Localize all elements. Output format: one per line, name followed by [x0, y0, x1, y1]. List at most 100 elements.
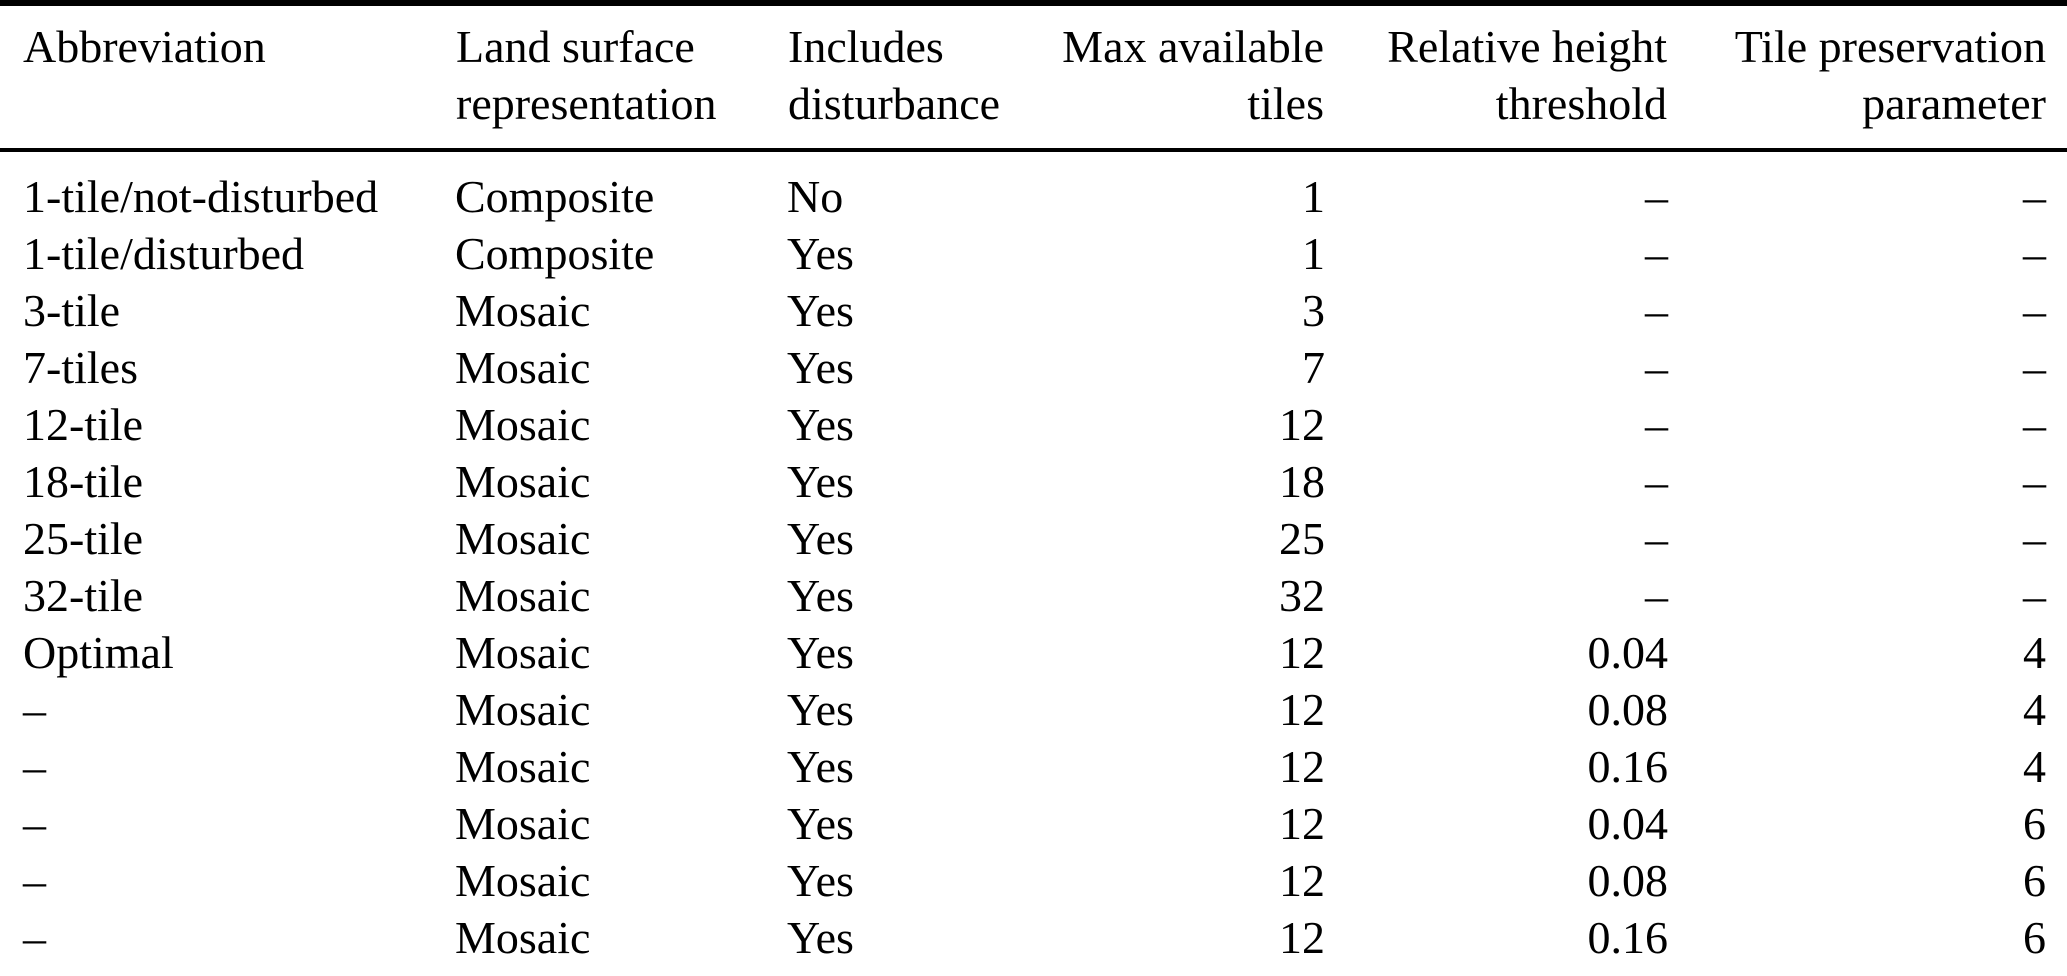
cell-tile-preservation-parameter: – [2023, 456, 2046, 507]
cell-relative-height-threshold: 0.16 [1587, 912, 1669, 963]
cell-includes-disturbance: No [787, 171, 844, 222]
cell-includes-disturbance: Yes [787, 684, 854, 735]
cell-max-available-tiles: 7 [1302, 342, 1325, 393]
cell-includes-disturbance: Yes [787, 627, 854, 678]
cell-relative-height-threshold: 0.08 [1587, 855, 1669, 906]
cell-includes-disturbance: Yes [787, 912, 854, 963]
cell-abbreviation: – [23, 741, 46, 792]
cell-max-available-tiles: 12 [1279, 912, 1325, 963]
cell-relative-height-threshold: 0.16 [1587, 741, 1669, 792]
cell-tile-preservation-parameter: – [2023, 228, 2046, 279]
table-row: Optimal Mosaic Yes 12 0.04 4 [0, 624, 2067, 681]
cell-max-available-tiles: 12 [1279, 399, 1325, 450]
cell-tile-preservation-parameter: 6 [2023, 912, 2046, 963]
cell-relative-height-threshold: – [1645, 285, 1668, 336]
cell-relative-height-threshold: – [1645, 228, 1668, 279]
cell-abbreviation: 32-tile [23, 570, 144, 621]
cell-includes-disturbance: Yes [787, 342, 854, 393]
column-header-line2: disturbance [788, 78, 1001, 129]
table-header: Abbreviation Land surface representation In… [0, 3, 2067, 152]
table-row: – Mosaic Yes 12 0.04 6 [0, 795, 2067, 852]
cell-tile-preservation-parameter: – [2023, 570, 2046, 621]
table-row: 32-tile Mosaic Yes 32 – – [0, 567, 2067, 624]
cell-abbreviation: 18-tile [23, 456, 144, 507]
cell-land-surface-representation: Mosaic [455, 513, 591, 564]
cell-land-surface-representation: Mosaic [455, 855, 591, 906]
column-header-line2: threshold [1495, 78, 1667, 129]
cell-land-surface-representation: Mosaic [455, 912, 591, 963]
cell-includes-disturbance: Yes [787, 570, 854, 621]
cell-tile-preservation-parameter: – [2023, 342, 2046, 393]
cell-land-surface-representation: Mosaic [455, 456, 591, 507]
cell-land-surface-representation: Mosaic [455, 684, 591, 735]
cell-tile-preservation-parameter: 4 [2023, 627, 2046, 678]
table-body: 1-tile/not-disturbed Composite No 1– –1-tile… [0, 150, 2067, 976]
cell-tile-preservation-parameter: 6 [2023, 798, 2046, 849]
cell-includes-disturbance: Yes [787, 513, 854, 564]
cell-land-surface-representation: Mosaic [455, 741, 591, 792]
cell-max-available-tiles: 32 [1279, 570, 1325, 621]
cell-tile-preservation-parameter: 4 [2023, 684, 2046, 735]
column-header-includes-disturbance: Includes disturbance [787, 3, 1030, 152]
table-row: 12-tile Mosaic Yes 12 – – [0, 396, 2067, 453]
cell-includes-disturbance: Yes [787, 399, 854, 450]
cell-land-surface-representation: Mosaic [455, 570, 591, 621]
cell-abbreviation: Optimal [23, 627, 174, 678]
cell-relative-height-threshold: – [1645, 513, 1668, 564]
cell-relative-height-threshold: – [1645, 342, 1668, 393]
column-header-line1: Max available [1062, 21, 1324, 72]
cell-land-surface-representation: Mosaic [455, 627, 591, 678]
cell-relative-height-threshold: 0.04 [1587, 627, 1669, 678]
cell-relative-height-threshold: 0.04 [1587, 798, 1669, 849]
cell-max-available-tiles: 12 [1279, 855, 1325, 906]
cell-land-surface-representation: Mosaic [455, 285, 591, 336]
cell-max-available-tiles: 12 [1279, 741, 1325, 792]
cell-includes-disturbance: Yes [787, 456, 854, 507]
cell-tile-preservation-parameter: – [2023, 285, 2046, 336]
column-header-land-surface-representation: Land surface representation [455, 3, 787, 152]
cell-abbreviation: – [23, 912, 46, 963]
table-row: 1-tile/not-disturbed Composite No 1 – – [0, 150, 2067, 225]
cell-abbreviation: 3-tile [23, 285, 121, 336]
cell-relative-height-threshold: – [1645, 456, 1668, 507]
cell-max-available-tiles: 1 [1302, 171, 1325, 222]
cell-max-available-tiles: 12 [1279, 684, 1325, 735]
column-header-line1: Tile preservation [1734, 21, 2046, 72]
column-header-line1: Includes [788, 21, 944, 72]
table-row: – Mosaic Yes 12 0.16 4 [0, 738, 2067, 795]
cell-land-surface-representation: Mosaic [455, 798, 591, 849]
cell-abbreviation: – [23, 798, 46, 849]
cell-includes-disturbance: Yes [787, 855, 854, 906]
table-row: 1-tile/disturbed Composite Yes 1 – – [0, 225, 2067, 282]
table-row: – Mosaic Yes 12 0.08 4 [0, 681, 2067, 738]
cell-land-surface-representation: Composite [455, 228, 655, 279]
cell-tile-preservation-parameter: – [2023, 513, 2046, 564]
cell-tile-preservation-parameter: – [2023, 171, 2046, 222]
cell-relative-height-threshold: – [1645, 570, 1668, 621]
cell-land-surface-representation: Composite [455, 171, 655, 222]
column-header-line2: parameter [1862, 78, 2046, 129]
cell-abbreviation: – [23, 855, 46, 906]
column-header-abbreviation: Abbreviation [0, 3, 455, 152]
table-row: – Mosaic Yes 12 0.08 6 [0, 852, 2067, 909]
column-header-line1: Relative height [1387, 21, 1667, 72]
cell-relative-height-threshold: 0.08 [1587, 684, 1669, 735]
table-row: 3-tile Mosaic Yes 3 – – [0, 282, 2067, 339]
cell-tile-preservation-parameter: 4 [2023, 741, 2046, 792]
cell-abbreviation: 7-tiles [23, 342, 138, 393]
cell-relative-height-threshold: – [1645, 171, 1668, 222]
table-row: 7-tiles Mosaic Yes 7 – – [0, 339, 2067, 396]
column-header-line1: Abbreviation [23, 21, 266, 72]
cell-land-surface-representation: Mosaic [455, 399, 591, 450]
cell-includes-disturbance: Yes [787, 741, 854, 792]
cell-max-available-tiles: 1 [1302, 228, 1325, 279]
table-row: 18-tile Mosaic Yes 18 – – [0, 453, 2067, 510]
cell-abbreviation: 1-tile/not-disturbed [23, 171, 379, 222]
column-header-line2: representation [456, 78, 717, 129]
cell-max-available-tiles: 3 [1302, 285, 1325, 336]
cell-relative-height-threshold: – [1645, 399, 1668, 450]
cell-abbreviation: 1-tile/disturbed [23, 228, 305, 279]
column-header-max-available-tiles: Max available tiles [1030, 3, 1325, 152]
cell-land-surface-representation: Mosaic [455, 342, 591, 393]
